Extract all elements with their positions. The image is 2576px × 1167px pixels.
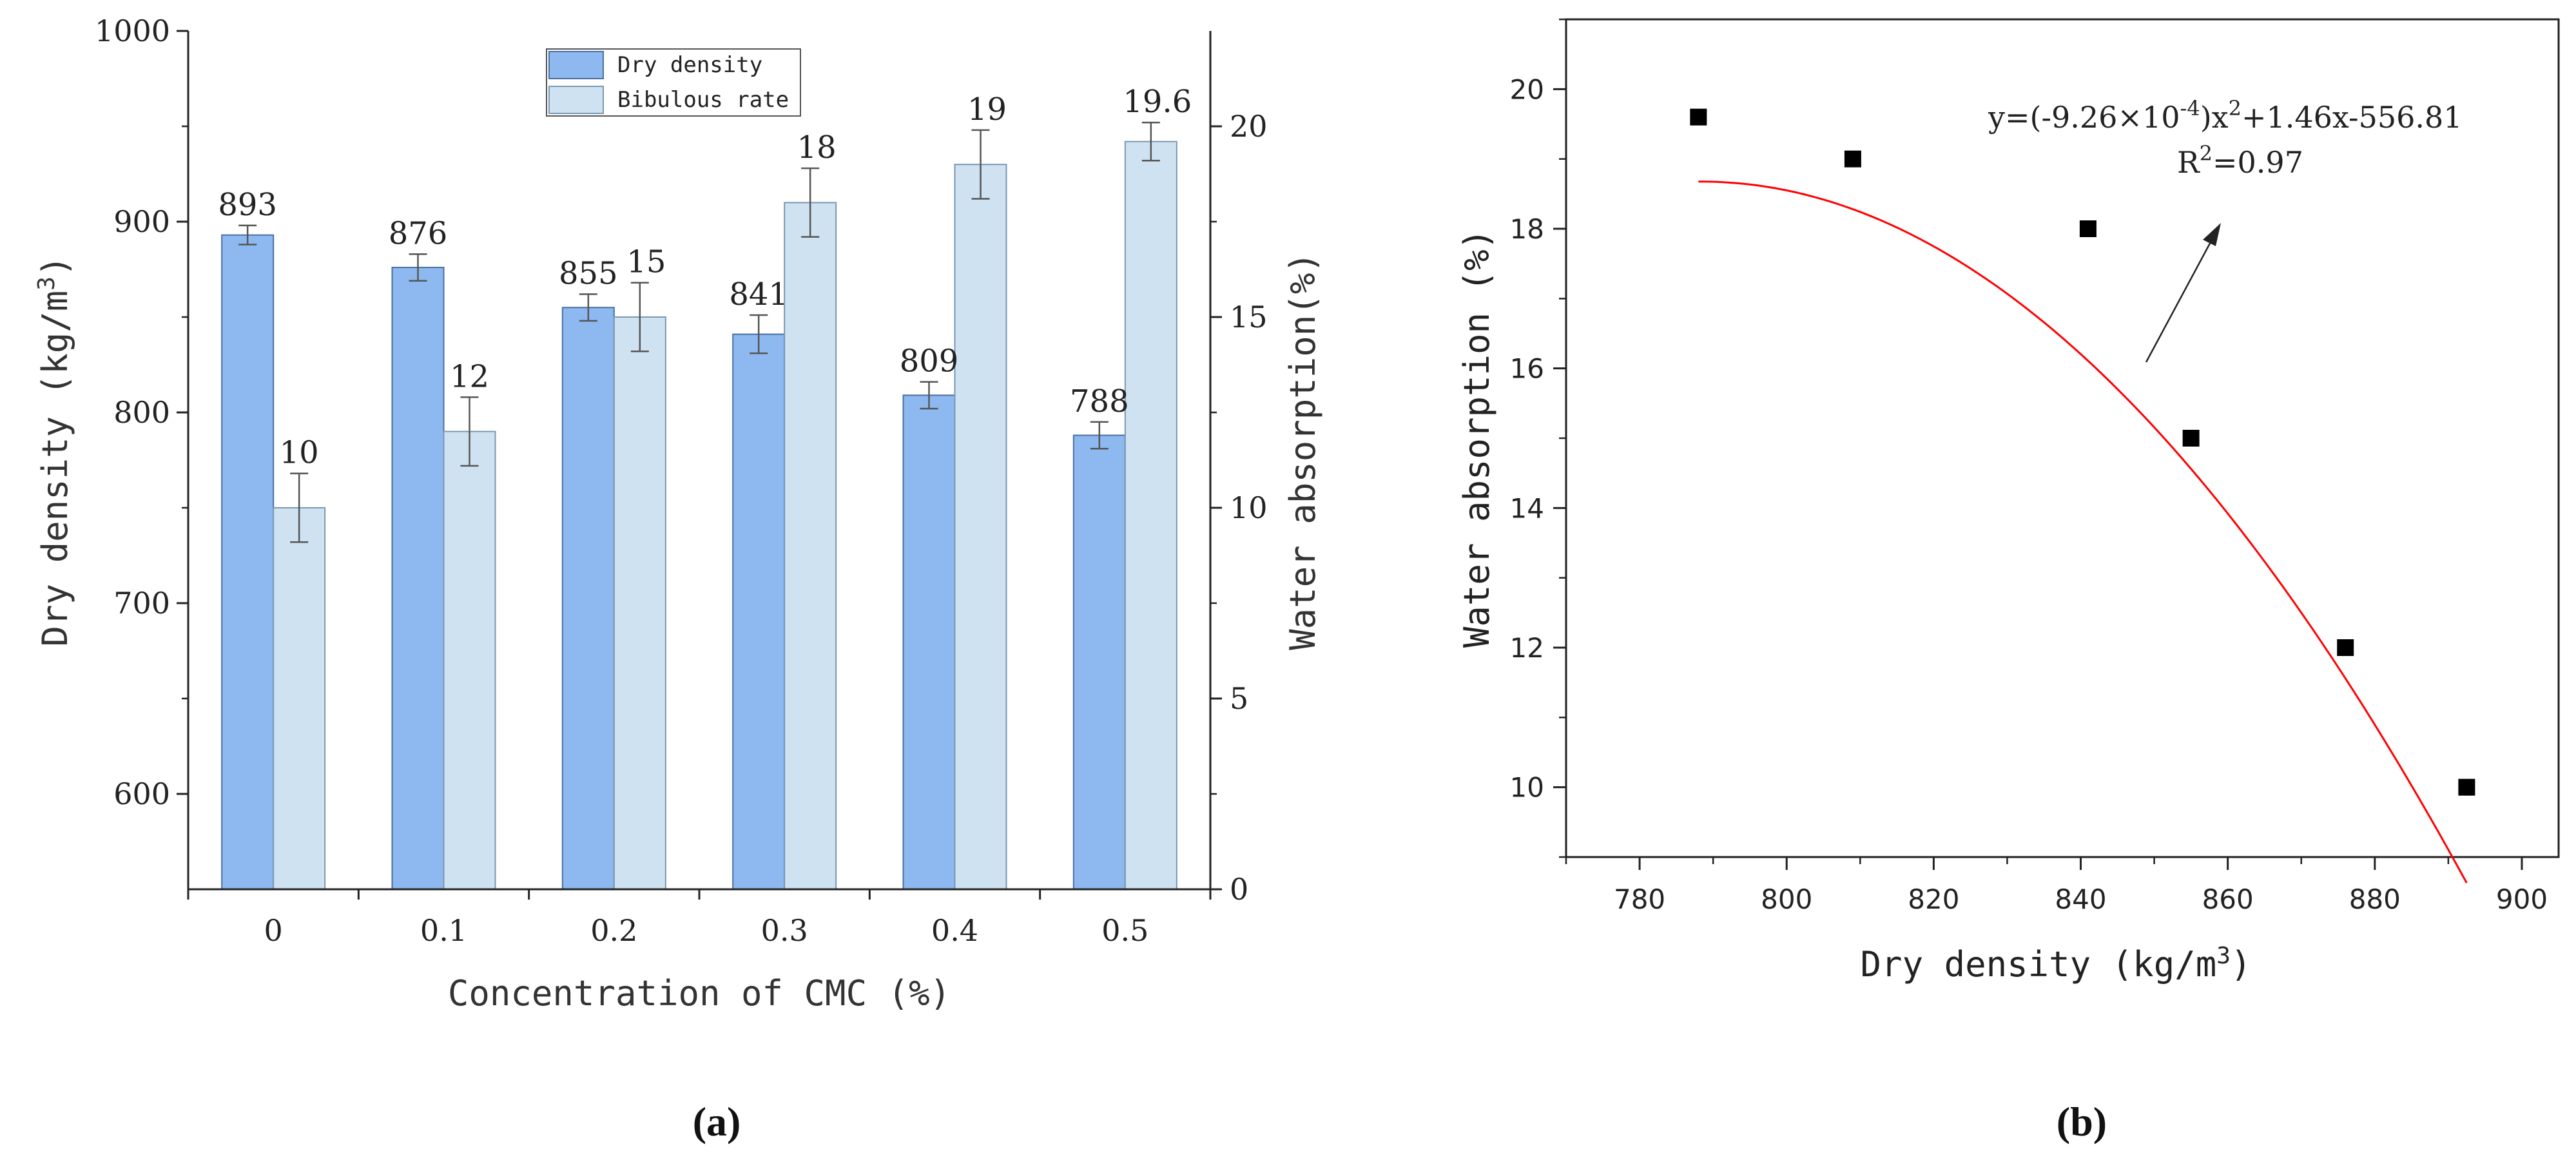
a-bar-bibulous-rate [273,507,326,890]
b-x-tick-label: 820 [1908,883,1959,915]
a-legend-label-dry-density: Dry density [617,52,762,78]
a-bar-dry-density [732,333,786,890]
b-y-tick-label: 14 [1510,492,1544,524]
a-data-label: 19 [967,92,1007,128]
a-x-tick-label: 0 [264,913,283,948]
a-bar-bibulous-rate [784,202,837,890]
b-x-tick-label: 780 [1614,883,1665,915]
a-right-tick-label: 5 [1230,681,1248,716]
a-data-label: 15 [626,244,666,280]
b-data-point [1844,150,1861,168]
a-data-label: 19.6 [1123,84,1192,120]
b-r-squared: R2=0.97 [2177,141,2303,180]
a-right-axis-title: Water absorption(%) [1283,252,1323,650]
b-x-tick-label: 840 [2055,883,2106,915]
a-data-label: 788 [1070,383,1129,420]
a-bar-bibulous-rate [1124,140,1177,890]
b-y-tick-label: 20 [1510,73,1544,105]
a-x-tick-label: 0.4 [931,913,978,948]
b-data-point [2079,220,2097,237]
a-x-tick-label: 0.5 [1101,913,1148,948]
a-data-labels: 893 876 855 841 809 788 10 12 15 18 19 19.6 [218,84,1192,471]
a-bar-bibulous-rate [954,164,1007,891]
b-data-point [2337,639,2354,656]
b-data-point [2182,430,2200,447]
a-left-tick-label: 800 [113,395,170,430]
panel-a-bar-chart: 893 876 855 841 809 788 10 12 15 18 19 19.6 600 700 8… [34,14,1324,1144]
a-data-label: 10 [280,435,319,471]
b-y-tick-label: 12 [1510,632,1544,664]
b-data-point [2458,778,2475,796]
b-y-tick-label: 18 [1510,213,1544,245]
a-bar-dry-density [391,267,445,891]
b-x-tick-label: 800 [1761,883,1812,915]
a-bar-dry-density [221,234,275,891]
b-y-axis-title: Water absorption (%) [1457,229,1497,648]
a-bar-bibulous-rate [443,430,496,890]
b-annotation-arrow [2145,239,2213,363]
a-legend-label-bibulous-rate: Bibulous rate [617,87,789,113]
a-left-axis-title: Dry density (kg/m3) [34,256,76,647]
a-right-tick-label: 10 [1230,490,1268,525]
a-legend-swatch-dry-density [548,51,604,79]
a-data-label: 876 [389,215,448,251]
b-ticks: 780 800 820 840 860 880 900 10 12 14 16 18 20 [1510,18,2548,915]
b-points [1690,108,2475,796]
a-right-tick-label: 15 [1230,300,1268,334]
a-ticks: 600 700 800 900 1000 0 5 10 15 20 0 0.1 0.2 0.3 0.4 0.5 [95,14,1268,948]
a-data-label: 12 [450,358,489,394]
a-data-label: 855 [559,255,618,291]
b-annotation-arrowhead [2203,223,2221,246]
b-fit-curve [1698,180,2468,883]
a-legend-swatch-bibulous-rate [548,86,604,114]
a-data-label: 18 [797,130,837,166]
panel-b-scatter-chart: 780 800 820 840 860 880 900 10 12 14 16 18 20 y=(-9.… [1457,18,2560,1144]
a-left-tick-label: 600 [113,776,170,811]
a-left-tick-label: 900 [113,204,170,239]
b-y-tick-label: 10 [1510,772,1544,804]
a-bar-dry-density [902,394,956,890]
b-data-point [1690,108,1707,126]
b-panel-label: (b) [2057,1099,2107,1144]
a-data-label: 841 [729,276,788,313]
a-x-axis-title: Concentration of CMC (%) [448,973,951,1014]
a-legend: Dry density Bibulous rate [546,48,801,117]
a-bar-dry-density [561,307,615,890]
a-x-tick-label: 0.1 [420,913,467,948]
b-x-tick-label: 900 [2496,883,2548,915]
a-left-tick-label: 700 [113,586,170,621]
a-right-tick-label: 0 [1230,872,1248,907]
b-x-tick-label: 860 [2202,883,2254,915]
a-error-bars [238,121,1160,543]
a-x-tick-label: 0.2 [590,913,637,948]
a-left-tick-label: 1000 [95,14,170,48]
a-bar-dry-density [1072,434,1126,890]
b-plot-frame [1565,18,2560,858]
a-right-tick-label: 20 [1230,109,1268,144]
a-bars [221,140,1177,891]
a-x-tick-label: 0.3 [761,913,808,948]
a-bar-bibulous-rate [613,316,666,890]
b-x-tick-label: 880 [2349,883,2401,915]
b-fit-equation: y=(-9.26×10-4)x2+1.46x-556.81 [1988,96,2463,135]
b-y-tick-label: 16 [1510,353,1544,385]
a-data-label: 809 [900,343,959,380]
b-x-axis-title: Dry density (kg/m3) [1861,943,2252,985]
a-panel-label: (a) [693,1099,741,1144]
a-data-label: 893 [218,187,277,223]
